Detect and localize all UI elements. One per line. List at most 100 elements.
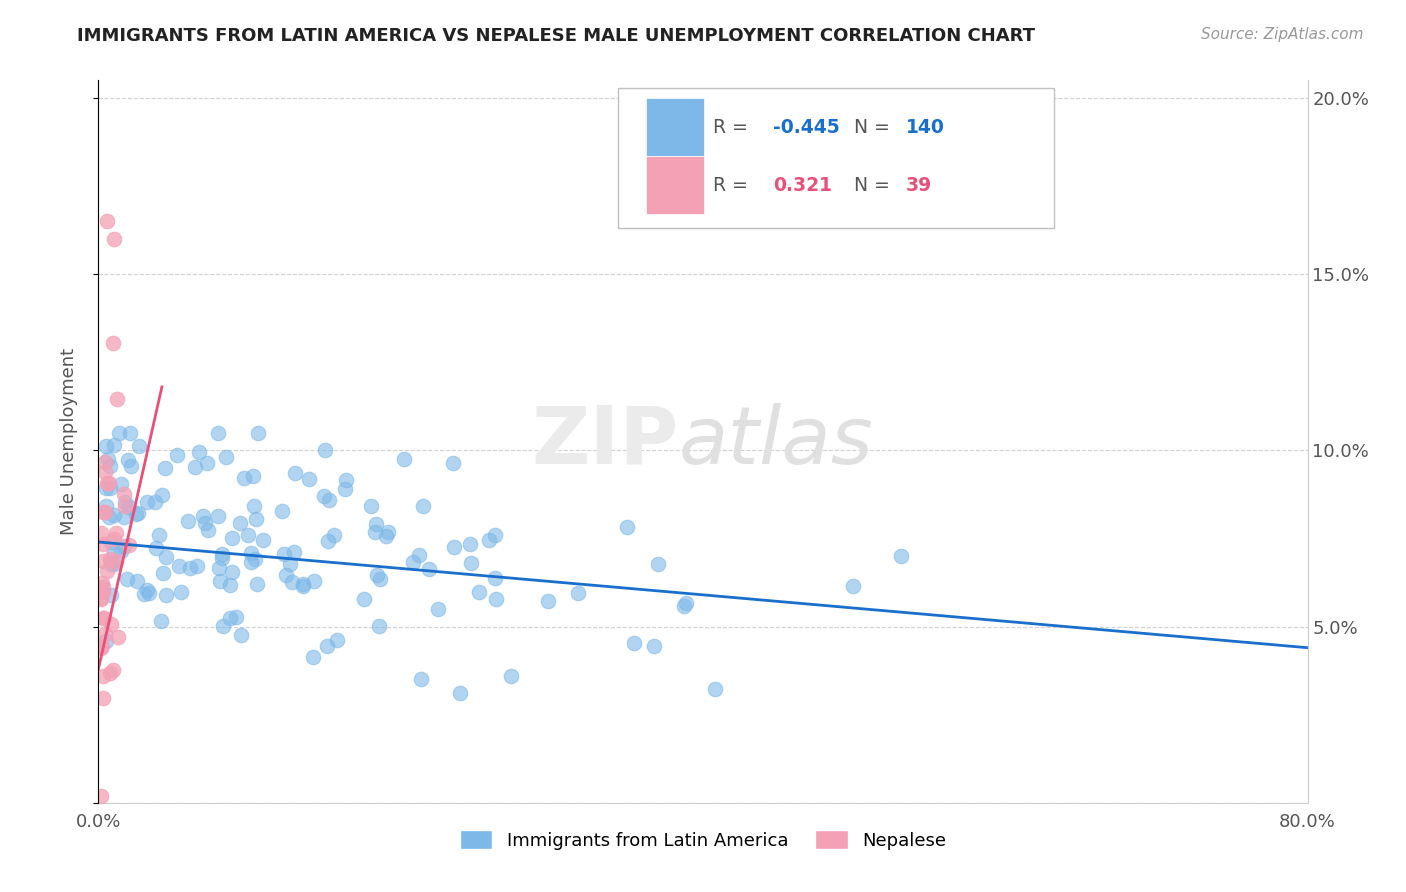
- Point: [112, 487, 135, 501]
- Point: [91, 585, 114, 599]
- Point: [292, 579, 315, 593]
- Point: [103, 508, 125, 522]
- Point: [90, 591, 112, 606]
- Point: [314, 442, 336, 457]
- Point: [211, 547, 233, 561]
- Point: [246, 576, 269, 591]
- Point: [335, 473, 357, 487]
- Point: [460, 557, 482, 571]
- Text: N =: N =: [855, 176, 903, 194]
- Point: [125, 508, 148, 522]
- Point: [233, 471, 256, 485]
- Point: [236, 528, 259, 542]
- Point: [353, 591, 375, 606]
- Y-axis label: Male Unemployment: Male Unemployment: [59, 348, 77, 535]
- Point: [377, 524, 399, 539]
- Text: ZIP: ZIP: [531, 402, 679, 481]
- Point: [179, 561, 201, 575]
- Text: R =: R =: [713, 118, 754, 136]
- Point: [145, 495, 167, 509]
- FancyBboxPatch shape: [647, 98, 704, 156]
- Point: [91, 582, 114, 597]
- Point: [207, 508, 229, 523]
- Point: [110, 544, 132, 558]
- Point: [484, 572, 506, 586]
- Point: [335, 482, 357, 496]
- Point: [103, 545, 125, 559]
- Point: [93, 691, 115, 706]
- Point: [283, 545, 305, 559]
- Point: [242, 468, 264, 483]
- Point: [166, 448, 188, 462]
- Point: [112, 510, 135, 524]
- Point: [301, 649, 323, 664]
- Point: [114, 499, 136, 513]
- Point: [107, 631, 129, 645]
- Point: [91, 639, 114, 653]
- Point: [298, 472, 321, 486]
- Text: R =: R =: [713, 176, 759, 194]
- Text: 140: 140: [905, 118, 945, 136]
- Point: [245, 552, 267, 566]
- Point: [441, 456, 464, 470]
- Point: [418, 562, 440, 576]
- Point: [187, 445, 209, 459]
- Point: [643, 639, 665, 653]
- Point: [100, 588, 122, 602]
- Point: [274, 568, 297, 582]
- Point: [127, 506, 149, 520]
- Point: [96, 565, 118, 579]
- Point: [208, 574, 231, 588]
- Point: [842, 579, 865, 593]
- Point: [212, 619, 235, 633]
- Point: [97, 451, 120, 466]
- Point: [367, 619, 389, 633]
- Point: [177, 515, 200, 529]
- Point: [278, 557, 301, 571]
- Point: [186, 559, 208, 574]
- Point: [392, 452, 415, 467]
- Point: [537, 594, 560, 608]
- Point: [103, 533, 125, 547]
- Point: [98, 552, 121, 566]
- Point: [115, 572, 138, 586]
- Point: [132, 587, 155, 601]
- Point: [271, 504, 294, 518]
- Point: [93, 466, 115, 480]
- Point: [112, 539, 135, 553]
- Point: [412, 499, 434, 513]
- Point: [101, 335, 124, 350]
- Point: [91, 580, 114, 594]
- Point: [219, 578, 242, 592]
- Point: [118, 500, 141, 515]
- Point: [98, 458, 121, 473]
- Point: [252, 533, 274, 548]
- Text: Source: ZipAtlas.com: Source: ZipAtlas.com: [1201, 27, 1364, 42]
- Point: [100, 481, 122, 495]
- Point: [247, 425, 270, 440]
- Point: [94, 626, 117, 640]
- Point: [408, 549, 430, 563]
- Point: [316, 533, 339, 548]
- Point: [98, 666, 121, 681]
- Point: [366, 567, 388, 582]
- Point: [94, 499, 117, 513]
- Point: [155, 588, 177, 602]
- Point: [501, 669, 523, 683]
- Point: [207, 425, 229, 440]
- Point: [110, 476, 132, 491]
- Point: [458, 537, 481, 551]
- Point: [90, 591, 112, 606]
- Text: atlas: atlas: [679, 402, 873, 481]
- Text: N =: N =: [855, 118, 896, 136]
- Point: [103, 232, 125, 246]
- Point: [312, 489, 335, 503]
- Point: [675, 596, 697, 610]
- Point: [364, 516, 387, 531]
- Point: [211, 551, 233, 566]
- Point: [243, 499, 266, 513]
- Point: [148, 528, 170, 542]
- Point: [103, 557, 125, 571]
- Point: [94, 455, 117, 469]
- Point: [96, 475, 118, 490]
